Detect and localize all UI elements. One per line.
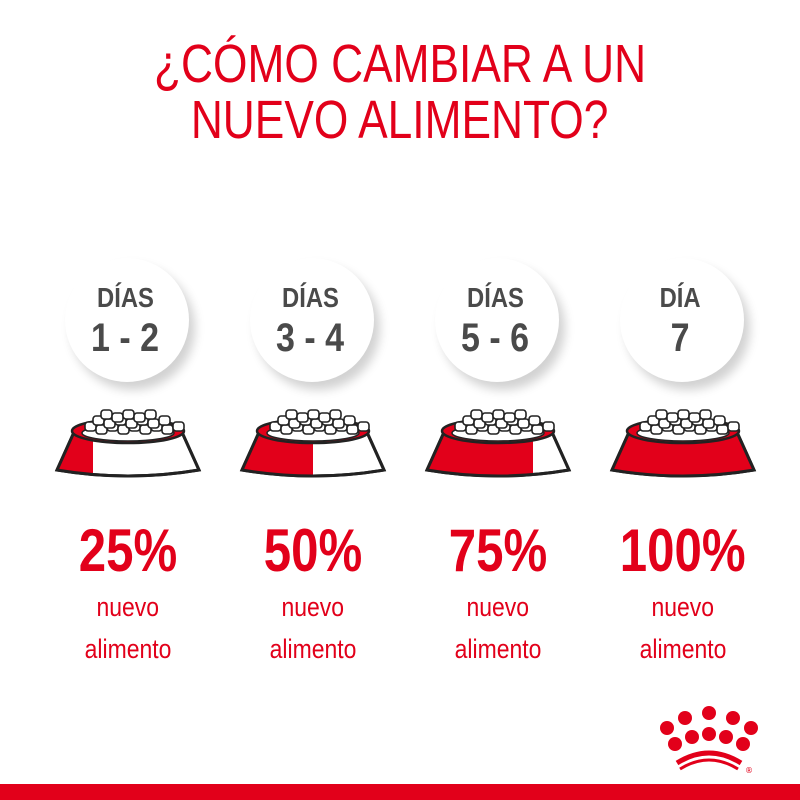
kibble <box>307 409 320 420</box>
food-bowl-icon <box>424 409 572 478</box>
kibble <box>318 412 331 423</box>
days-value: 7 <box>670 316 690 360</box>
kibble <box>470 409 483 420</box>
title-line-2: NUEVO ALIMENTO? <box>191 90 609 150</box>
step-1: DÍAS 1 - 2 25% nuevo alimento <box>35 0 215 800</box>
kibble <box>492 409 505 420</box>
kibble <box>332 418 345 429</box>
food-bowl-icon <box>239 409 387 478</box>
step-3: DÍAS 5 - 6 75% nuevo alimento <box>405 0 585 800</box>
days-label: DÍAS <box>96 282 154 313</box>
kibble <box>133 412 146 423</box>
caption-line-1: nuevo <box>651 592 715 622</box>
days-label: DÍAS <box>466 282 524 313</box>
percent-value: 100% <box>620 517 746 584</box>
kibble <box>357 421 370 432</box>
kibble <box>702 418 715 429</box>
percent-value: 25% <box>78 517 178 584</box>
kibble <box>666 412 679 423</box>
kibble <box>172 421 185 432</box>
kibble <box>531 424 544 435</box>
day-circle <box>65 258 189 382</box>
kibble <box>655 409 668 420</box>
kibble <box>716 424 729 435</box>
kibble <box>122 409 135 420</box>
days-label: DÍAS <box>281 282 339 313</box>
registered-mark: ® <box>745 766 753 775</box>
day-circle <box>250 258 374 382</box>
kibble <box>296 412 309 423</box>
percent-value: 50% <box>263 517 363 584</box>
crown-icon: ® <box>660 706 758 775</box>
caption-line-1: nuevo <box>281 592 345 622</box>
kibble <box>346 424 359 435</box>
kibble <box>517 418 530 429</box>
kibble <box>514 409 527 420</box>
day-circle <box>620 258 744 382</box>
bottom-red-bar <box>0 784 800 800</box>
kibble <box>147 418 160 429</box>
caption-line-2: alimento <box>454 634 542 664</box>
title-line-1: ¿CÓMO CAMBIAR A UN <box>153 34 647 94</box>
step-4: DÍA 7 100% nuevo alimento <box>590 0 770 800</box>
kibble <box>329 409 342 420</box>
kibble <box>727 421 740 432</box>
kibble <box>144 409 157 420</box>
caption-line-1: nuevo <box>466 592 530 622</box>
caption-line-2: alimento <box>269 634 357 664</box>
day-circle <box>435 258 559 382</box>
days-value: 5 - 6 <box>460 316 530 360</box>
kibble <box>481 412 494 423</box>
kibble <box>161 424 174 435</box>
kibble <box>343 415 356 426</box>
kibble <box>503 412 516 423</box>
kibble <box>713 415 726 426</box>
caption-line-2: alimento <box>84 634 172 664</box>
caption-line-2: alimento <box>639 634 727 664</box>
kibble <box>677 409 690 420</box>
step-2: DÍAS 3 - 4 50% nuevo alimento <box>220 0 400 800</box>
kibble <box>528 415 541 426</box>
kibble <box>158 415 171 426</box>
kibble <box>285 409 298 420</box>
kibble <box>542 421 555 432</box>
days-label: DÍA <box>659 282 701 313</box>
kibble <box>100 409 113 420</box>
days-value: 3 - 4 <box>275 316 345 360</box>
kibble <box>688 412 701 423</box>
days-value: 1 - 2 <box>90 316 160 360</box>
kibble <box>111 412 124 423</box>
food-bowl-icon <box>609 409 757 478</box>
caption-line-1: nuevo <box>96 592 160 622</box>
percent-value: 75% <box>448 517 548 584</box>
food-bowl-icon <box>54 409 202 478</box>
kibble <box>699 409 712 420</box>
